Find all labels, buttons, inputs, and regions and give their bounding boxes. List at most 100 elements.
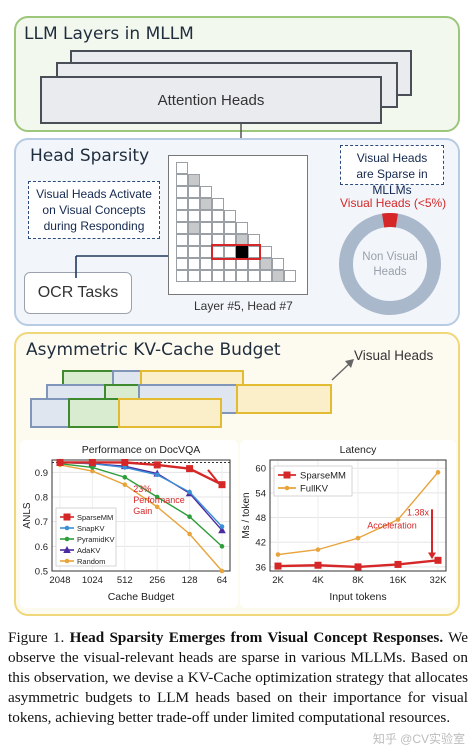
visual-heads-activate-note: Visual Heads Activate on Visual Concepts… xyxy=(28,181,160,239)
docvqa-chart-svg: Performance on DocVQA 0.5 0.6 0.7 0.8 0.9 2048… xyxy=(22,444,231,603)
data-point xyxy=(395,517,401,522)
legend-label: SparseMM xyxy=(77,513,113,522)
data-point xyxy=(218,526,226,534)
data-point xyxy=(186,465,194,473)
data-point xyxy=(354,563,362,571)
data-point xyxy=(187,514,192,520)
legend-box xyxy=(273,465,353,497)
annotation-arrow xyxy=(207,469,219,483)
budget-bar-front-green xyxy=(68,398,120,428)
data-point xyxy=(219,544,225,549)
y-tick-label: 36 xyxy=(255,562,266,573)
annotation-text: 23% xyxy=(133,484,151,494)
attention-map-caption: Layer #5, Head #7 xyxy=(194,299,293,313)
annotation-text: Gain xyxy=(133,506,152,516)
data-point xyxy=(154,504,160,510)
attention-cell xyxy=(200,186,212,198)
attention-cell xyxy=(188,258,200,270)
llm-layers-title: LLM Layers in MLLM xyxy=(24,24,194,44)
attention-cell xyxy=(224,210,236,222)
attention-cell xyxy=(224,270,236,282)
kv-cache-budget-title: Asymmetric KV-Cache Budget xyxy=(26,340,281,360)
data-point xyxy=(314,561,322,569)
caption-label: Figure 1. xyxy=(8,629,65,646)
data-point xyxy=(90,468,95,474)
attention-heads-label: Attention Heads xyxy=(157,91,265,109)
plot-frame xyxy=(51,459,231,572)
legend-label: SparseMM xyxy=(300,471,346,482)
x-axis-label: Input tokens xyxy=(329,591,386,603)
data-point xyxy=(219,524,225,529)
annotation-arrowhead xyxy=(428,552,436,560)
attention-cell xyxy=(260,246,272,258)
data-point xyxy=(90,465,95,470)
figure-caption: Figure 1. Head Sparsity Emerges from Vis… xyxy=(8,628,468,728)
chart-title: Latency xyxy=(340,444,378,456)
attention-cell xyxy=(200,198,212,210)
y-tick-label: 54 xyxy=(255,488,266,499)
head-sparsity-title: Head Sparsity xyxy=(30,146,150,166)
attention-cell xyxy=(284,270,296,282)
highlighted-row-box xyxy=(211,244,261,260)
attention-head-card-front: Attention Heads xyxy=(40,76,382,124)
data-point xyxy=(154,472,160,478)
y-tick-label: 48 xyxy=(255,513,266,524)
attention-cell xyxy=(188,174,200,186)
legend-label: SnapKV xyxy=(77,524,105,533)
data-point xyxy=(187,531,192,537)
attention-cell xyxy=(248,270,260,282)
x-tick-label: 64 xyxy=(217,575,228,586)
data-point xyxy=(315,547,321,552)
budget-bar-mid-yellow xyxy=(236,384,332,414)
attention-cell xyxy=(212,210,224,222)
attention-cell xyxy=(188,222,200,234)
latency-chart-svg: Latency 36 42 48 54 60 2K 4K 8K 16K 32K Ms / token I… xyxy=(241,444,448,603)
legend-label: Random xyxy=(77,557,105,566)
budget-bar-front-blue xyxy=(30,398,70,428)
caption-bold: Head Sparsity Emerges from Visual Concep… xyxy=(69,629,444,646)
data-point xyxy=(63,513,71,521)
attention-cell xyxy=(200,234,212,246)
attention-cell xyxy=(176,198,188,210)
donut-red-label: Visual Heads (<5%) xyxy=(340,196,447,210)
attention-cell xyxy=(212,222,224,234)
attention-cell xyxy=(176,210,188,222)
data-point xyxy=(218,481,226,489)
y-tick-label: 0.6 xyxy=(35,542,48,553)
attention-cell xyxy=(176,162,188,174)
data-point xyxy=(64,558,70,564)
attention-cell xyxy=(260,258,272,270)
attention-cell xyxy=(176,222,188,234)
attention-cell xyxy=(200,210,212,222)
data-point xyxy=(275,552,281,557)
legend-label: FullKV xyxy=(300,484,329,495)
attention-cell xyxy=(236,222,248,234)
attention-cell xyxy=(188,198,200,210)
x-tick-label: 2K xyxy=(272,575,284,586)
data-point xyxy=(63,546,71,553)
visual-heads-sparse-note: Visual Heads are Sparse in MLLMs xyxy=(340,145,444,197)
attention-cell xyxy=(176,270,188,282)
y-axis-label: Ms / token xyxy=(241,492,252,538)
attention-cell xyxy=(272,258,284,270)
attention-cell xyxy=(188,186,200,198)
x-tick-label: 256 xyxy=(149,575,165,586)
data-point xyxy=(187,489,192,495)
annotation-text: Performance xyxy=(133,495,185,505)
ocr-tasks-box: OCR Tasks xyxy=(24,272,132,314)
attention-cell xyxy=(236,246,248,258)
attention-cell xyxy=(212,198,224,210)
x-tick-label: 2048 xyxy=(49,575,70,586)
attention-cell xyxy=(272,270,284,282)
chart-title: Performance on DocVQA xyxy=(82,444,200,456)
attention-cell xyxy=(176,258,188,270)
x-tick-label: 32K xyxy=(430,575,448,586)
data-point xyxy=(64,525,70,531)
y-tick-label: 0.8 xyxy=(35,493,48,504)
data-point xyxy=(88,458,96,466)
series-line xyxy=(59,463,223,547)
series-line xyxy=(59,464,223,572)
attention-cell xyxy=(188,270,200,282)
attention-cell xyxy=(176,246,188,258)
attention-cell xyxy=(176,174,188,186)
